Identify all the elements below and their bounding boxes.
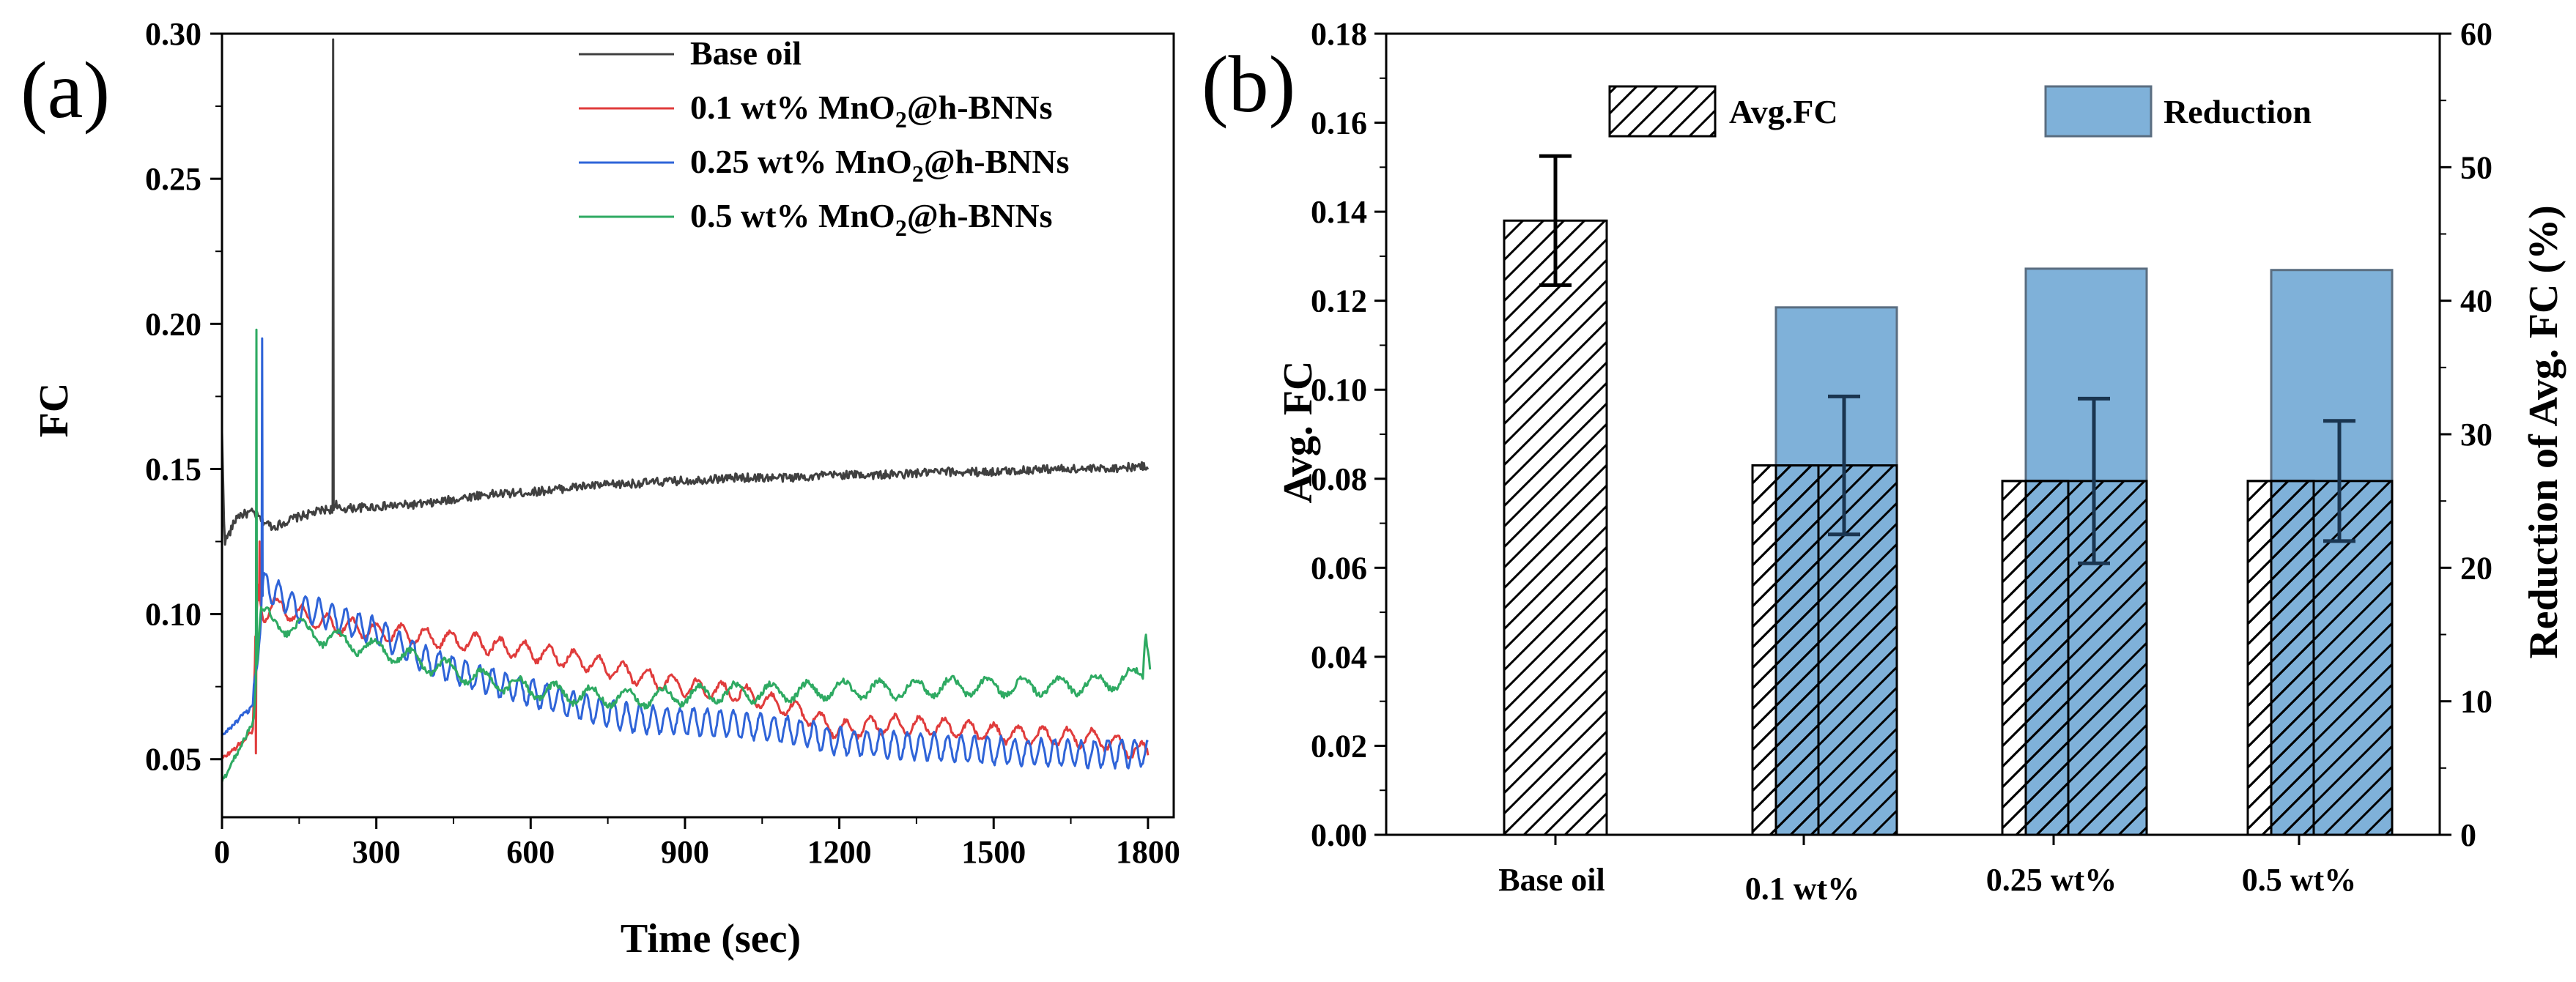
panel-b-y-tick-label: 0.16 (1311, 105, 1367, 141)
panel-b-y-tick-label: 0.12 (1311, 283, 1367, 319)
panel-a-legend-label: 0.5 wt% MnO2@h-BNNs (690, 197, 1053, 241)
panel-a-y-tick-label: 0.25 (145, 161, 201, 197)
panel-a-label: (a) (21, 45, 110, 135)
panel-b-label: (b) (1202, 40, 1295, 129)
panel-b-category-label: 0.5 wt% (2242, 862, 2356, 898)
panel-a-y-axis-label: FC (32, 383, 77, 438)
panel-a-x-tick-label: 600 (506, 834, 555, 870)
panel-b-category-label: Base oil (1498, 862, 1605, 898)
panel-a-line-chart: (a) 0 300 600 900 1200 1500 1800 0.050.100.150… (21, 16, 1180, 961)
panel-b-category-label: 0.1 wt% (1745, 871, 1859, 907)
panel-a-series-group (222, 38, 1152, 783)
panel-b-legend-blue-swatch (2044, 85, 2153, 138)
panel-b-y-tick-label: 0.18 (1311, 16, 1367, 52)
panel-a-legend-label: 0.1 wt% MnO2@h-BNNs (690, 89, 1053, 133)
panel-a-x-tick-label: 1200 (807, 834, 872, 870)
panel-a-legend-label: 0.25 wt% MnO2@h-BNNs (690, 143, 1070, 187)
panel-a-x-ticks: 0 300 600 900 1200 1500 1800 (214, 817, 1180, 870)
panel-b-category-label: 0.25 wt% (1986, 862, 2117, 898)
panel-b-y2-tick-label: 50 (2460, 149, 2492, 185)
panel-a-x-tick-label: 300 (352, 834, 401, 870)
panel-b-avgfc-bar (1503, 219, 1608, 836)
panel-b-y2-tick-label: 10 (2460, 684, 2492, 720)
panel-b-category-labels: Base oil 0.1 wt% 0.25 wt% 0.5 wt% (1498, 835, 2356, 907)
panel-a-y-tick-label: 0.15 (145, 451, 201, 487)
panel-a-series-line-4 (222, 328, 1152, 783)
panel-a-legend-label: Base oil (690, 34, 802, 72)
panel-a-legend: Base oil 0.1 wt% MnO2@h-BNNs 0.25 wt% MnO2… (579, 34, 1070, 241)
panel-b-bars (1503, 154, 2394, 836)
panel-a-x-tick-label: 1500 (961, 834, 1026, 870)
panel-a-series-line-3 (222, 337, 1149, 770)
panel-b-left-y-ticks: 0.00 0.02 0.04 0.06 0.08 0.10 0.12 0.14 0.16 0.18 (1311, 16, 1386, 853)
panel-b-y2-tick-label: 40 (2460, 283, 2492, 319)
panel-a-y-tick-label: 0.10 (145, 597, 201, 633)
panel-a-series-line-1 (222, 38, 1150, 546)
panel-b-legend-hatch-swatch (1608, 85, 1717, 138)
panel-b-legend-label: Reduction (2164, 93, 2312, 130)
panel-b-y-axis-label: Avg. FC (1276, 361, 1321, 504)
panel-b-avgfc-bar-front (2246, 480, 2315, 836)
panel-b-bar-chart: (b) 0.00 0.02 0.04 0.06 0.08 0.10 0.12 0.14 0.16… (1202, 16, 2566, 907)
panel-a-y-tick-label: 0.20 (145, 306, 201, 342)
panel-b-y2-axis-label: Reduction of Avg. FC (%) (2521, 205, 2566, 659)
panel-b-y-tick-label: 0.00 (1311, 817, 1367, 853)
panel-a-x-tick-label: 900 (661, 834, 709, 870)
panel-b-y2-tick-label: 60 (2460, 16, 2492, 52)
panel-b-legend: Avg.FC Reduction (1608, 85, 2312, 138)
panel-b-y-tick-label: 0.02 (1311, 728, 1367, 764)
panel-a-plot-frame (221, 32, 1175, 819)
panel-b-y-tick-label: 0.04 (1311, 639, 1367, 675)
panel-b-y-tick-label: 0.14 (1311, 194, 1367, 230)
panel-a-x-tick-label: 0 (214, 834, 230, 870)
panel-b-y-tick-label: 0.06 (1311, 550, 1367, 586)
panel-a-series-line-2 (222, 540, 1150, 760)
panel-b-y-tick-label: 0.10 (1311, 372, 1367, 408)
panel-a-y-tick-label: 0.30 (145, 16, 201, 52)
panel-b-avgfc-bar-front (2001, 480, 2070, 836)
panel-b-legend-label: Avg.FC (1729, 93, 1838, 130)
panel-b-y2-tick-label: 20 (2460, 550, 2492, 586)
panel-a-x-tick-label: 1800 (1116, 834, 1180, 870)
panel-b-y-tick-label: 0.08 (1311, 461, 1367, 497)
panel-b-avgfc-bar-front (1751, 464, 1820, 836)
panel-b-right-y-ticks: 0 10 20 30 40 50 60 (2440, 16, 2492, 853)
panel-a-x-axis-label: Time (sec) (621, 916, 801, 961)
panel-b-y2-tick-label: 0 (2460, 817, 2476, 853)
panel-a-y-tick-label: 0.05 (145, 742, 201, 778)
panel-b-y2-tick-label: 30 (2460, 417, 2492, 453)
panel-a-y-ticks: 0.05 0.10 0.15 0.20 0.25 0.30 (145, 16, 222, 778)
